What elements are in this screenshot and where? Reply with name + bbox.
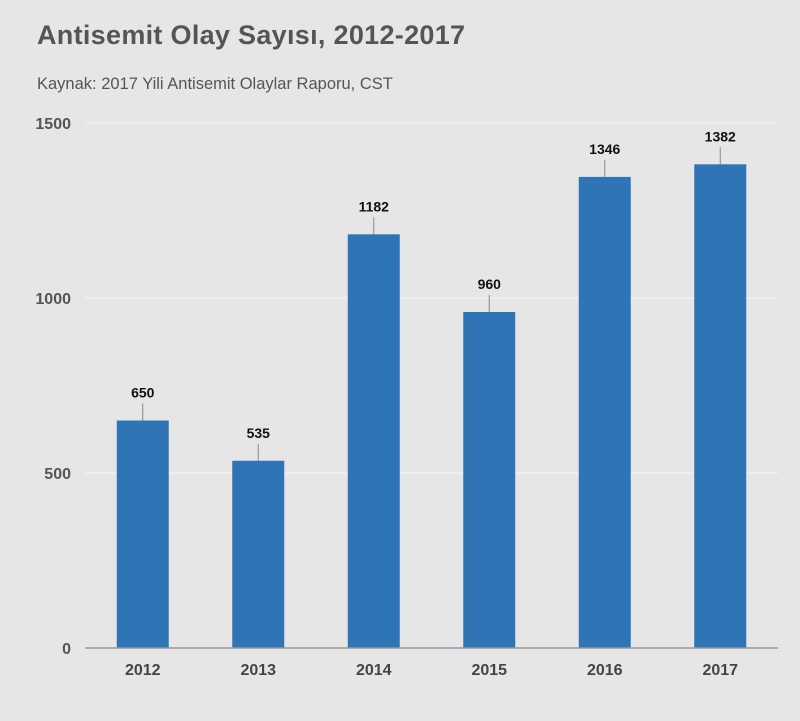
bar [463,312,516,648]
data-label: 1346 [589,141,620,157]
y-tick-label: 0 [62,641,71,658]
bar [578,176,631,648]
x-tick-label: 2014 [356,662,392,679]
x-tick-label: 2016 [587,662,623,679]
data-label: 1182 [359,198,390,214]
chart-subtitle: Kaynak: 2017 Yili Antisemit Olaylar Rapo… [37,75,393,93]
bar [347,234,400,649]
x-tick-label: 2012 [125,662,161,679]
data-label: 535 [247,425,271,441]
data-label: 960 [478,276,502,292]
chart-title: Antisemit Olay Sayısı, 2012-2017 [37,20,466,50]
data-label: 1382 [705,128,736,144]
bar [116,420,169,648]
x-tick-label: 2013 [240,662,276,679]
y-tick-label: 1000 [35,291,71,308]
x-tick-label: 2017 [702,662,738,679]
bar [232,460,285,648]
y-tick-label: 1500 [35,116,71,133]
bar [694,164,747,649]
x-tick-label: 2015 [471,662,507,679]
y-tick-label: 500 [44,466,71,483]
data-label: 650 [131,385,155,401]
